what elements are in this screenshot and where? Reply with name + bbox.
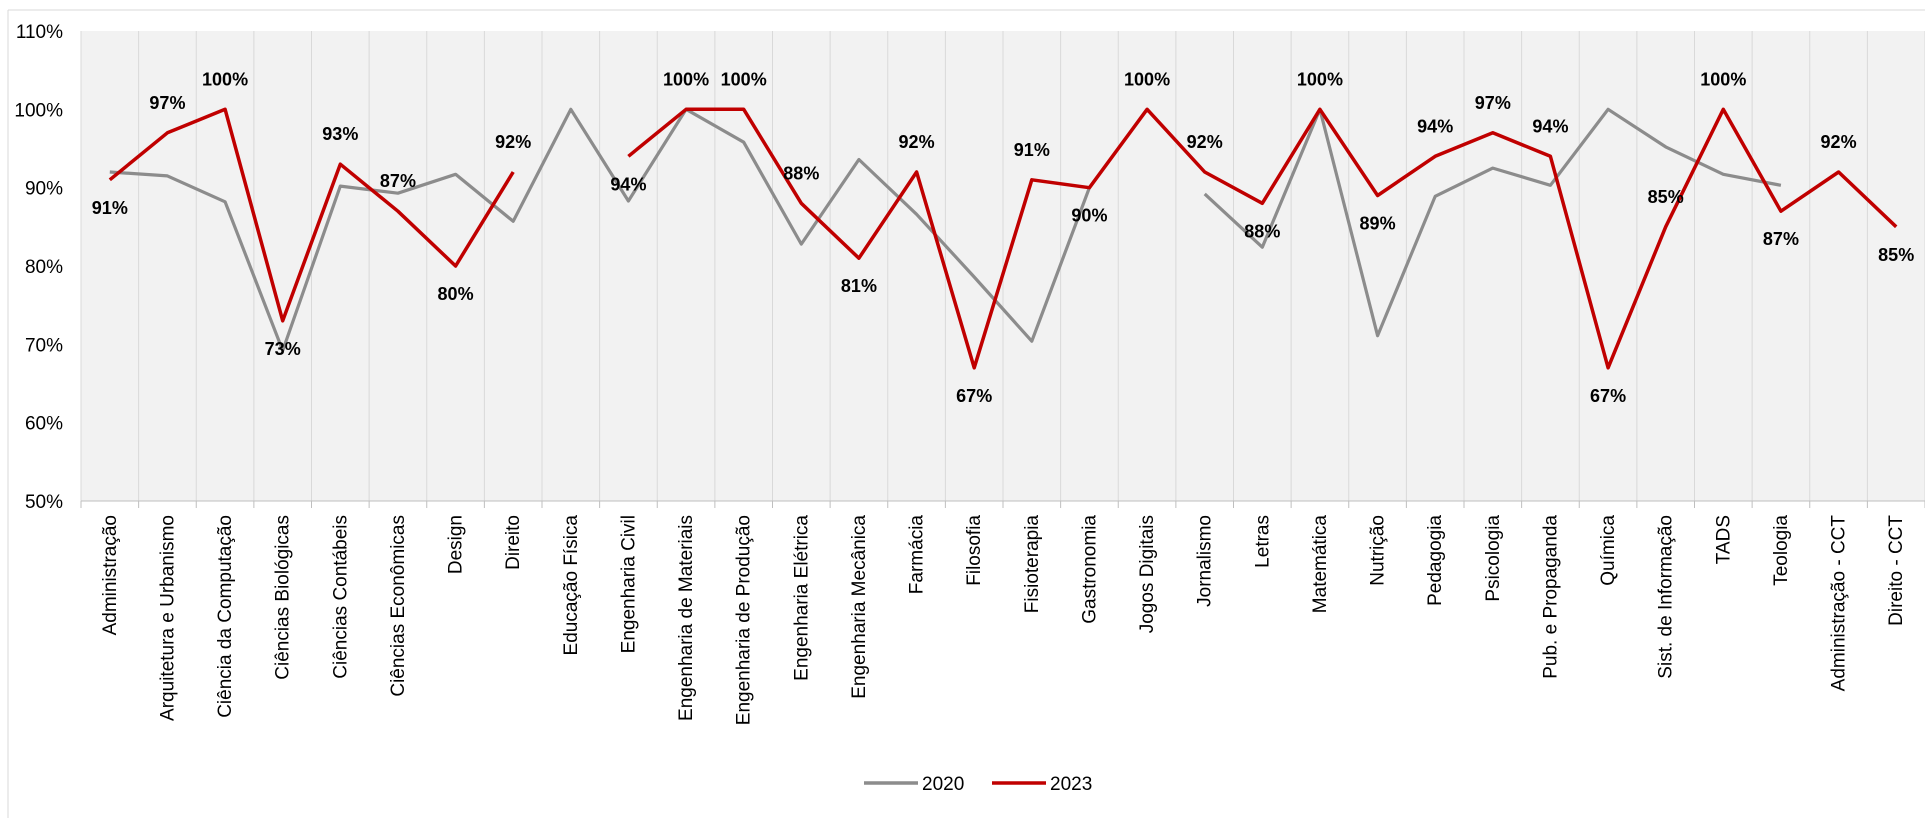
x-category-label: Engenharia de Produção [734, 515, 755, 725]
data-label-2023: 94% [1532, 116, 1568, 136]
x-category-label: Arquitetura e Urbanismo [157, 515, 178, 721]
data-label-2023: 92% [495, 132, 531, 152]
data-label-2023: 94% [1417, 116, 1453, 136]
data-label-2023: 87% [1763, 229, 1799, 249]
data-label-2023: 88% [1244, 221, 1280, 241]
data-label-2023: 80% [438, 284, 474, 304]
data-label-2023: 85% [1648, 187, 1684, 207]
y-tick-label: 90% [25, 179, 63, 200]
data-label-2023: 92% [899, 132, 935, 152]
axes: 50% 60% 70% 80% 90% 100% 110% Administração Arqu… [14, 22, 1925, 725]
series-line-2023 [627, 107, 1898, 370]
legend: 2020 2023 [864, 774, 1092, 795]
legend-label-2020: 2020 [922, 774, 964, 795]
x-category-label: Psicologia [1483, 515, 1504, 602]
data-label-2023: 88% [783, 163, 819, 183]
data-label-2023: 100% [1700, 69, 1746, 89]
x-category-label: Engenharia de Materiais [676, 515, 697, 721]
y-tick-label: 80% [25, 257, 63, 278]
data-label-2023: 91% [92, 198, 128, 218]
data-label-2023: 92% [1821, 132, 1857, 152]
x-category-label: Design [446, 515, 467, 574]
x-category-label: Direito - CCT [1886, 515, 1907, 626]
data-label-2023: 100% [202, 69, 248, 89]
y-tick-label: 100% [14, 100, 63, 121]
x-category-label: Jornalismo [1195, 515, 1216, 607]
y-tick-label: 70% [25, 335, 63, 356]
y-tick-label: 50% [25, 492, 63, 513]
x-category-label: Ciências Contábeis [330, 515, 351, 679]
y-tick-label: 60% [25, 414, 63, 435]
data-label-2023: 81% [841, 276, 877, 296]
x-category-label: Pedagogia [1425, 515, 1446, 606]
data-label-2023: 67% [1590, 386, 1626, 406]
data-label-2023: 67% [956, 386, 992, 406]
x-category-label: Ciências Econômicas [388, 515, 409, 697]
x-category-label: TADS [1713, 515, 1734, 564]
data-label-2023: 94% [610, 174, 646, 194]
x-category-label: Direito [503, 515, 524, 570]
x-category-label: Ciência da Computação [215, 515, 236, 718]
x-category-label: Matemática [1310, 515, 1331, 614]
data-label-2023: 97% [1475, 93, 1511, 113]
x-category-label: Engenharia Elétrica [791, 515, 812, 681]
series-line-2020 [109, 107, 1091, 353]
data-label-2023: 92% [1187, 132, 1223, 152]
x-category-label: Gastronomia [1079, 515, 1100, 624]
data-label-2023: 97% [149, 93, 185, 113]
data-label-2023: 90% [1071, 206, 1107, 226]
x-category-label: Química [1598, 515, 1619, 586]
data-labels: 91% 97% 100% 73% 93% 87% 80% 92% 94% 100% 100% 88% 8… [92, 69, 1914, 406]
series-lines [108, 107, 1898, 370]
series-line-2023 [108, 107, 515, 323]
x-category-label: Letras [1252, 515, 1273, 568]
x-category-label: Administração [100, 515, 121, 635]
x-category-label: Administração - CCT [1829, 515, 1850, 692]
x-category-label: Jogos Digitais [1137, 515, 1158, 633]
data-label-2023: 85% [1878, 245, 1914, 265]
data-label-2023: 87% [380, 171, 416, 191]
x-category-label: Nutrição [1368, 515, 1389, 586]
data-label-2023: 100% [1297, 69, 1343, 89]
legend-label-2023: 2023 [1050, 774, 1092, 795]
data-label-2023: 91% [1014, 140, 1050, 160]
data-label-2023: 93% [322, 124, 358, 144]
x-category-label: Engenharia Mecânica [849, 515, 870, 699]
x-category-label: Ciências Biológicas [273, 515, 294, 680]
data-label-2023: 73% [265, 339, 301, 359]
x-category-label: Filosofia [964, 515, 985, 586]
x-category-label: Fisioterapia [1022, 515, 1043, 614]
data-label-2023: 100% [1124, 69, 1170, 89]
x-category-label: Teologia [1771, 515, 1792, 586]
y-tick-label: 110% [16, 22, 63, 43]
data-label-2023: 100% [663, 69, 709, 89]
data-label-2023: 100% [721, 69, 767, 89]
x-category-label: Sist. de Informação [1656, 515, 1677, 679]
x-category-label: Engenharia Civil [618, 515, 639, 653]
x-category-label: Educação Física [561, 515, 582, 656]
series-line-2020 [1203, 107, 1782, 338]
data-label-2023: 89% [1360, 214, 1396, 234]
x-category-label: Pub. e Propaganda [1540, 515, 1561, 679]
x-category-label: Farmácia [907, 515, 928, 595]
